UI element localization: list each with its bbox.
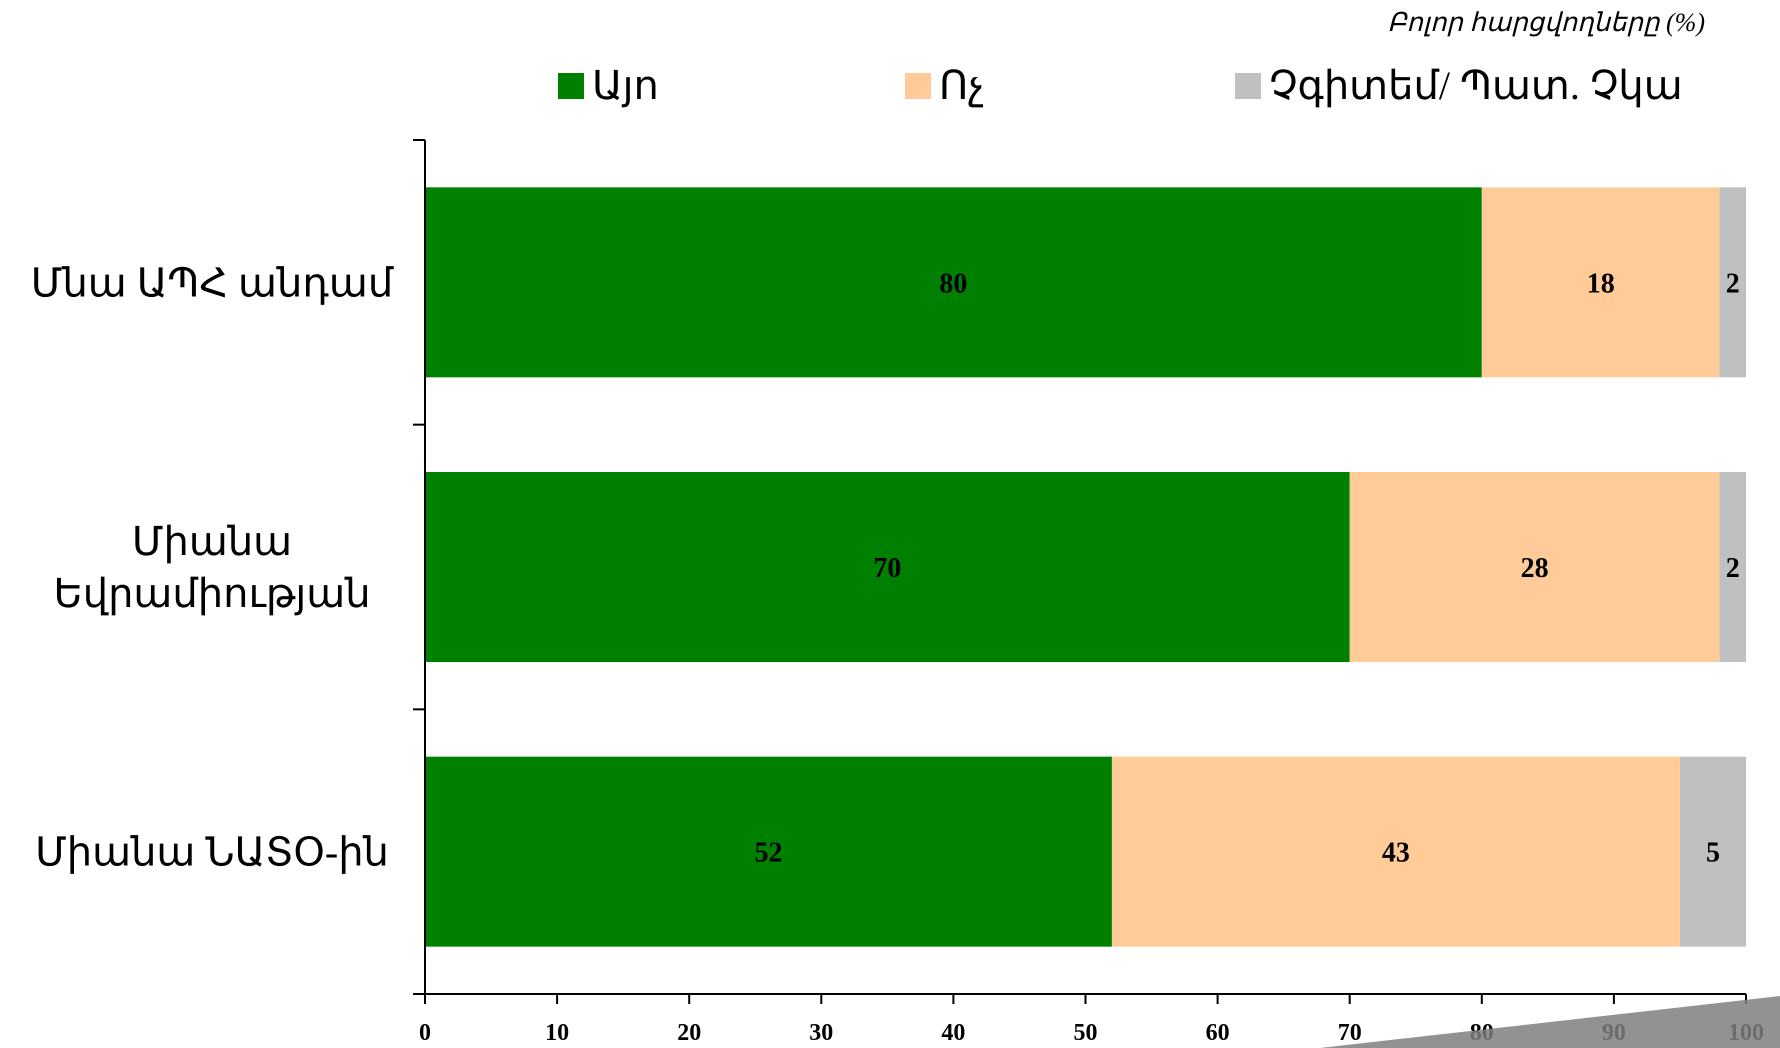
chart-note: Բոլոր հարցվողները (%)	[1387, 8, 1705, 37]
legend-swatch-no	[905, 72, 931, 99]
legend-label-yes: Այո	[592, 63, 659, 108]
category-label: Միանա	[132, 519, 292, 564]
bar-value-label: 18	[1587, 268, 1615, 299]
legend-label-dont-know: Չգիտեմ/ Պատ. Չկա	[1269, 63, 1683, 108]
bar-value-label: 43	[1382, 838, 1410, 869]
legend-swatch-dont-know	[1235, 72, 1261, 99]
legend-swatch-yes	[558, 72, 584, 99]
bar-segment	[1111, 756, 1680, 947]
chart-legend: Այո Ոչ Չգիտեմ/ Պատ. Չկա	[0, 62, 1780, 109]
bar-segment	[425, 187, 1482, 378]
bar-segment	[1481, 187, 1720, 378]
x-tick-label: 50	[1074, 1020, 1098, 1046]
bar-value-label: 2	[1726, 553, 1740, 584]
bar-value-label: 80	[939, 268, 967, 299]
category-label: Մնա ԱՊՀ անդամ	[31, 260, 394, 305]
legend-item-dont-know: Չգիտեմ/ Պատ. Չկա	[1235, 62, 1683, 109]
legend-label-no: Ոչ	[939, 63, 985, 108]
x-tick-label: 70	[1338, 1020, 1362, 1046]
x-tick-label: 30	[809, 1020, 833, 1046]
x-tick-label: 0	[419, 1020, 431, 1046]
x-tick-label: 60	[1206, 1020, 1230, 1046]
x-tick-label: 40	[941, 1020, 965, 1046]
bar-value-label: 2	[1726, 268, 1740, 299]
bar-value-label: 70	[873, 553, 901, 584]
x-tick-label: 10	[545, 1020, 569, 1046]
bar-segment	[425, 472, 1350, 662]
bar-segment	[1349, 472, 1720, 662]
bar-value-label: 5	[1706, 838, 1720, 869]
category-label: Եվրամիության	[53, 571, 370, 616]
legend-item-yes: Այո	[558, 62, 659, 109]
decorative-wedge	[1320, 996, 1780, 1048]
bar-segment	[425, 756, 1112, 947]
bar-segment	[1679, 756, 1746, 947]
bar-value-label: 52	[754, 838, 782, 869]
x-tick-label: 20	[677, 1020, 701, 1046]
bar-value-label: 28	[1521, 553, 1549, 584]
bar-segment	[1719, 472, 1746, 662]
legend-item-no: Ոչ	[905, 62, 984, 109]
bar-segment	[1719, 187, 1746, 378]
category-label: Միանա ՆԱՏՕ-ին	[35, 830, 389, 875]
